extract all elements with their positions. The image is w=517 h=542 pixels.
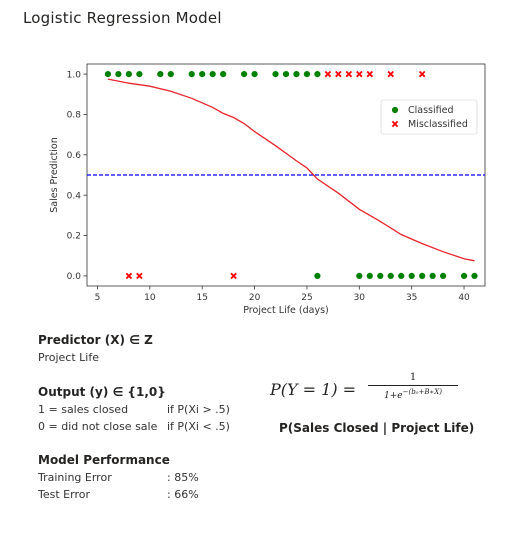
y-tick-label: 0.8 xyxy=(67,111,82,121)
classified-point xyxy=(199,70,206,78)
classified-point xyxy=(377,272,384,280)
probability-curve xyxy=(107,78,475,262)
classified-point xyxy=(167,70,174,78)
classified-point xyxy=(272,70,279,78)
formula-denominator-exponent: −(b₀+B∗X) xyxy=(402,388,442,396)
classified-point xyxy=(471,272,478,280)
x-tick-label: 30 xyxy=(354,293,366,303)
x-tick-label: 10 xyxy=(144,293,156,303)
x-axis-label: Project Life (days) xyxy=(243,305,329,316)
y-tick-label: 0.6 xyxy=(67,151,82,161)
cross-stroke xyxy=(366,70,374,78)
test-error-value: : 66% xyxy=(167,488,199,501)
y-tick-label: 0.4 xyxy=(67,191,82,201)
legend-misclassified-label: Misclassified xyxy=(408,119,468,130)
classified-point xyxy=(209,70,216,78)
y-axis-label: Sales Prediction xyxy=(49,137,60,213)
cross-stroke xyxy=(335,70,342,78)
classified-point xyxy=(419,272,426,280)
page-title: Logistic Regression Model xyxy=(23,9,222,27)
cross-stroke xyxy=(324,70,332,78)
x-tick-label: 35 xyxy=(406,293,417,303)
cross-stroke xyxy=(345,70,353,78)
misclassified-point xyxy=(366,70,374,78)
output-row-1-condition: if P(Xi > .5) xyxy=(167,403,230,416)
cross-stroke xyxy=(356,70,363,78)
misclassified-point xyxy=(324,70,332,78)
y-tick-label: 1.0 xyxy=(67,70,82,80)
misclassified-point xyxy=(418,70,426,78)
classified-point xyxy=(104,70,112,78)
misclassified-point xyxy=(335,70,342,78)
y-tick-label: 0.2 xyxy=(67,232,81,242)
y-tick-label: 0.0 xyxy=(67,272,82,282)
classified-point xyxy=(136,70,143,78)
output-row-2-label: 0 = did not close sale xyxy=(38,420,158,433)
legend-classified-label: Classified xyxy=(408,105,454,116)
classified-point xyxy=(115,70,122,78)
misclassified-point xyxy=(345,70,353,78)
classified-point xyxy=(440,272,447,280)
performance-title: Model Performance xyxy=(38,453,170,467)
classified-point xyxy=(429,272,436,280)
predictor-value: Project Life xyxy=(38,351,99,364)
training-error-label: Training Error xyxy=(38,471,112,484)
x-tick-label: 25 xyxy=(301,293,312,303)
cross-stroke xyxy=(387,70,394,78)
classified-point xyxy=(408,272,415,280)
classified-point xyxy=(241,70,248,78)
x-tick-label: 40 xyxy=(458,293,470,303)
output-row-2-condition: if P(Xi < .5) xyxy=(167,420,230,433)
cross-stroke xyxy=(230,272,237,280)
training-error-value: : 85% xyxy=(167,471,199,484)
classified-point xyxy=(460,272,468,280)
formula-caption: P(Sales Closed | Project Life) xyxy=(279,421,475,435)
legend-misclassified-marker xyxy=(391,120,399,128)
classified-point xyxy=(251,70,258,78)
x-tick-label: 15 xyxy=(196,293,207,303)
classified-point xyxy=(125,70,132,78)
classified-point xyxy=(314,70,321,78)
classified-point xyxy=(387,272,394,280)
chart-legend: Classified Misclassified xyxy=(380,99,478,135)
formula-lhs: P(Y = 1) = xyxy=(270,380,357,399)
output-title: Output (y) ∈ {1,0} xyxy=(38,385,166,399)
x-tick-label: 5 xyxy=(95,293,101,303)
classified-point xyxy=(282,70,290,78)
x-tick-label: 20 xyxy=(249,293,261,303)
test-error-label: Test Error xyxy=(38,488,90,501)
formula-fraction-bar xyxy=(368,385,458,386)
legend-box xyxy=(380,99,478,135)
cross-stroke xyxy=(125,272,133,280)
classified-point xyxy=(398,272,405,280)
cross-stroke xyxy=(136,272,143,280)
classified-point xyxy=(188,70,195,78)
classified-point xyxy=(356,272,363,280)
classified-point xyxy=(157,70,164,78)
classified-point xyxy=(303,70,311,78)
formula-numerator: 1 xyxy=(409,372,417,383)
classified-point xyxy=(314,272,321,280)
classified-point xyxy=(293,70,300,78)
formula-fraction: 1 1+e−(b₀+B∗X) xyxy=(368,372,458,401)
misclassified-point xyxy=(136,272,143,280)
misclassified-point xyxy=(356,70,363,78)
output-row-1-label: 1 = sales closed xyxy=(38,403,129,416)
logistic-regression-chart: 5 10 15 20 25 30 35 40 0.0 0.2 0.4 0.6 0.8 1.0 Project… xyxy=(49,63,486,316)
predictor-title: Predictor (X) ∈ Z xyxy=(38,333,153,347)
classified-point xyxy=(366,272,373,280)
cross-stroke xyxy=(418,70,426,78)
legend-classified-marker xyxy=(391,106,399,114)
formula-denominator: 1+e−(b₀+B∗X) xyxy=(368,388,458,401)
misclassified-point xyxy=(125,272,133,280)
formula-denominator-base: 1+e xyxy=(384,391,403,401)
classified-point xyxy=(220,70,227,78)
cross-stroke xyxy=(391,120,399,128)
misclassified-point xyxy=(387,70,394,78)
misclassified-point xyxy=(230,272,237,280)
